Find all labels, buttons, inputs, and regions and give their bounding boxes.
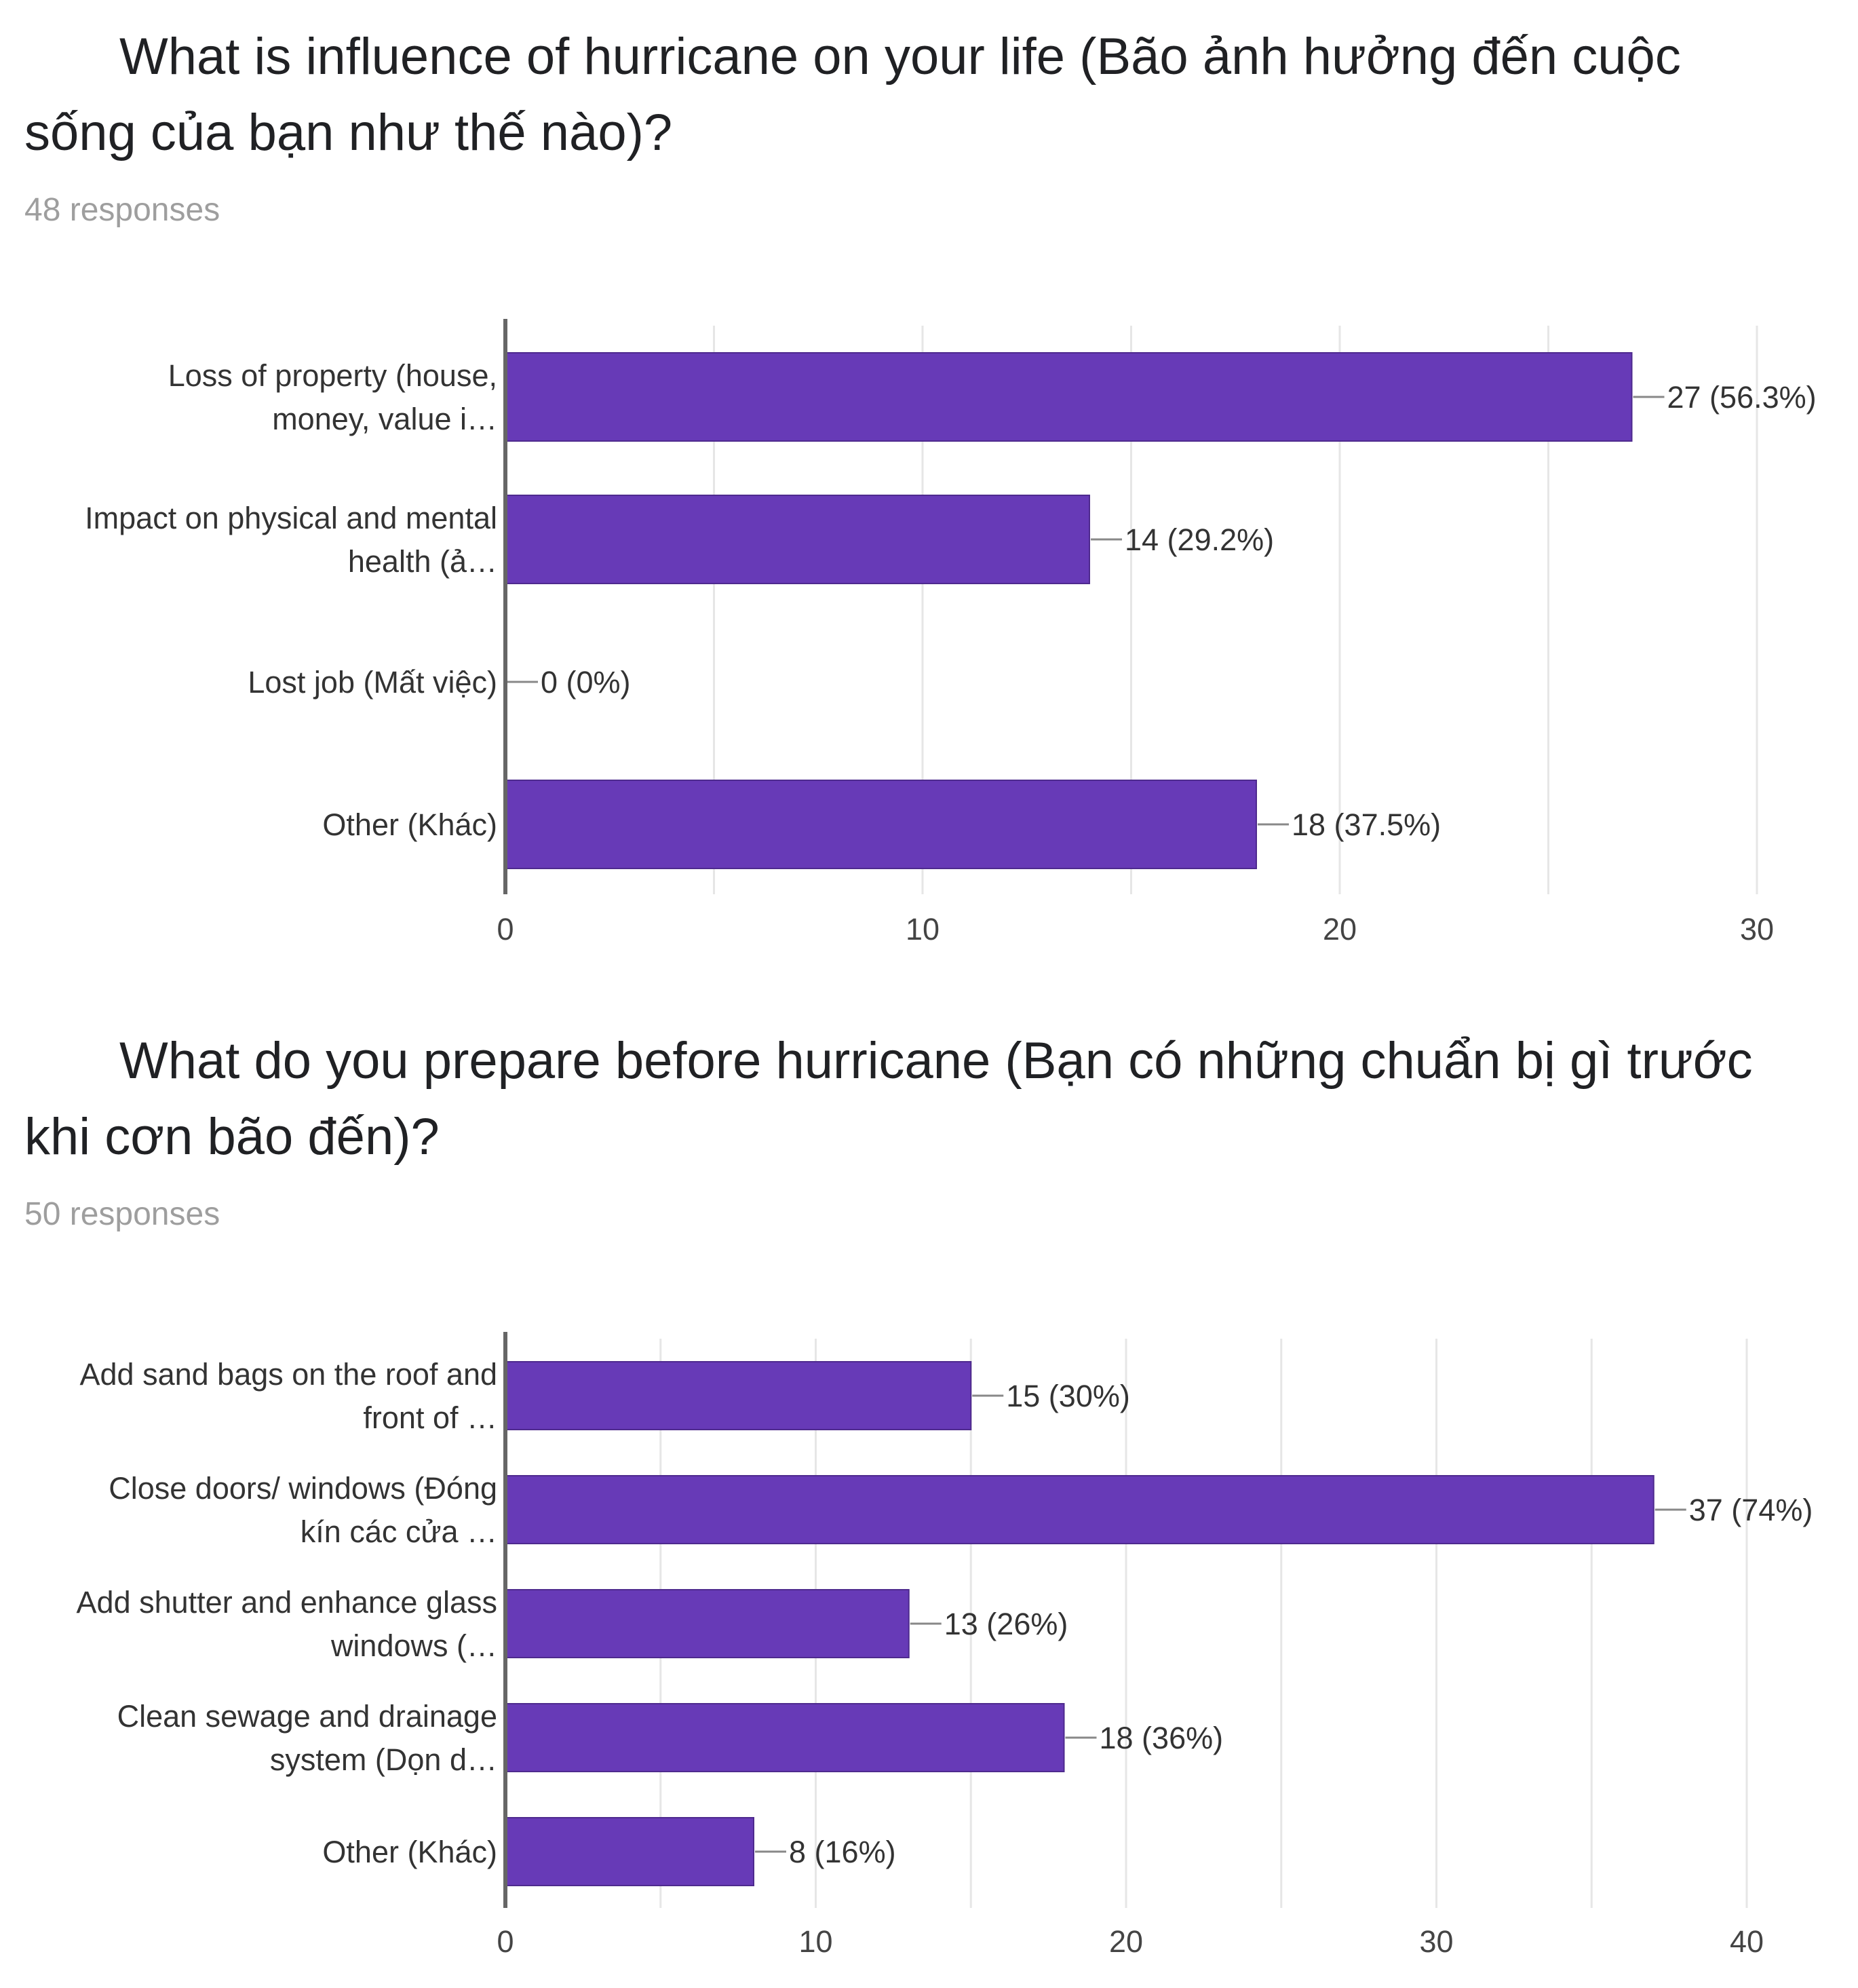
bar-group: 13 (26%) Add shutter and enhance glass win… [77,1585,1068,1663]
tick-label: 30 [1419,1924,1453,1959]
bar-group: 37 (74%) Close doors/ windows (Đóng kín cá… [109,1471,1813,1549]
category-label-line: front of … [363,1400,497,1435]
tick-label: 20 [1323,912,1357,947]
category-label-line: Other (Khác) [322,807,497,842]
tick-label: 40 [1730,1924,1764,1959]
response-count: 50 responses [24,1196,220,1232]
category-label-line: Close doors/ windows (Đóng [109,1471,497,1506]
category-label-line: kín các cửa … [301,1514,497,1549]
bar-group: 27 (56.3%) Loss of property (house, money,… [168,352,1817,442]
value-label: 18 (37.5%) [1292,807,1441,842]
bar-chart-hurricane-influence: 27 (56.3%) Loss of property (house, money,… [85,319,1817,947]
bar-chart-hurricane-preparation: 15 (30%) Add sand bags on the roof and fro… [77,1332,1813,1959]
bar[interactable] [505,495,1090,584]
category-label-line: Add shutter and enhance glass [77,1585,497,1620]
question-card-hurricane-preparation: What do you prepare before hurricane (Bạ… [0,1004,1858,1988]
x-tick-labels: 0 10 20 30 [497,912,1774,947]
bar-group: 18 (37.5%) Other (Khác) [322,780,1441,869]
category-label: Close doors/ windows (Đóng kín các cửa … [109,1471,497,1549]
value-label: 37 (74%) [1689,1493,1813,1527]
tick-label: 30 [1740,912,1774,947]
category-label-line: Add sand bags on the roof and [80,1357,497,1392]
question-title: What do you prepare before hurricane (Bạ… [24,1032,1753,1166]
response-count: 48 responses [24,192,220,228]
value-label: 13 (26%) [944,1607,1068,1641]
category-label: Clean sewage and drainage system (Dọn d… [117,1699,497,1777]
category-label: Add sand bags on the roof and front of … [80,1357,497,1435]
value-label: 27 (56.3%) [1667,380,1817,415]
bar[interactable] [505,1361,972,1430]
bar[interactable] [505,1703,1065,1772]
value-label: 14 (29.2%) [1125,522,1274,557]
category-label: Add shutter and enhance glass windows (… [77,1585,497,1663]
bar[interactable] [505,352,1633,442]
tick-label: 10 [906,912,940,947]
category-label-line: Loss of property (house, [168,358,497,393]
bar-group: 8 (16%) Other (Khác) [322,1817,896,1886]
value-label: 0 (0%) [541,665,631,700]
tick-label: 0 [497,912,514,947]
bar-group: 14 (29.2%) Impact on physical and mental h… [85,495,1274,584]
bar[interactable] [505,1589,910,1658]
category-label-line: Clean sewage and drainage [117,1699,497,1734]
bar-group: 15 (30%) Add sand bags on the roof and fro… [80,1357,1130,1435]
category-label-line: Lost job (Mất việc) [248,665,497,700]
bar[interactable] [505,1475,1654,1544]
category-label: Impact on physical and mental health (ả… [85,501,497,579]
category-label: Other (Khác) [322,1835,497,1869]
question-card-hurricane-influence: What is influence of hurricane on your l… [24,28,1817,947]
category-label-line: money, value i… [272,402,497,436]
category-label-line: Other (Khác) [322,1835,497,1869]
bar-group: 18 (36%) Clean sewage and drainage system … [117,1699,1224,1777]
x-tick-labels: 0 10 20 30 40 [497,1924,1764,1959]
bar[interactable] [505,780,1257,869]
category-label-line: system (Dọn d… [270,1742,497,1777]
bar-group: 0 (0%) Lost job (Mất việc) [248,665,630,700]
category-label: Lost job (Mất việc) [248,665,497,700]
value-label: 15 (30%) [1006,1379,1130,1413]
category-label: Other (Khác) [322,807,497,842]
category-label: Loss of property (house, money, value i… [168,358,497,436]
category-label-line: windows (… [330,1628,497,1663]
category-label-line: Impact on physical and mental [85,501,497,535]
value-label: 8 (16%) [789,1835,896,1869]
tick-label: 10 [798,1924,832,1959]
tick-label: 20 [1109,1924,1143,1959]
question-title: What is influence of hurricane on your l… [24,28,1681,161]
value-label: 18 (36%) [1100,1721,1224,1755]
bar[interactable] [505,1817,754,1886]
tick-label: 0 [497,1924,514,1959]
category-label-line: health (ả… [348,544,497,579]
